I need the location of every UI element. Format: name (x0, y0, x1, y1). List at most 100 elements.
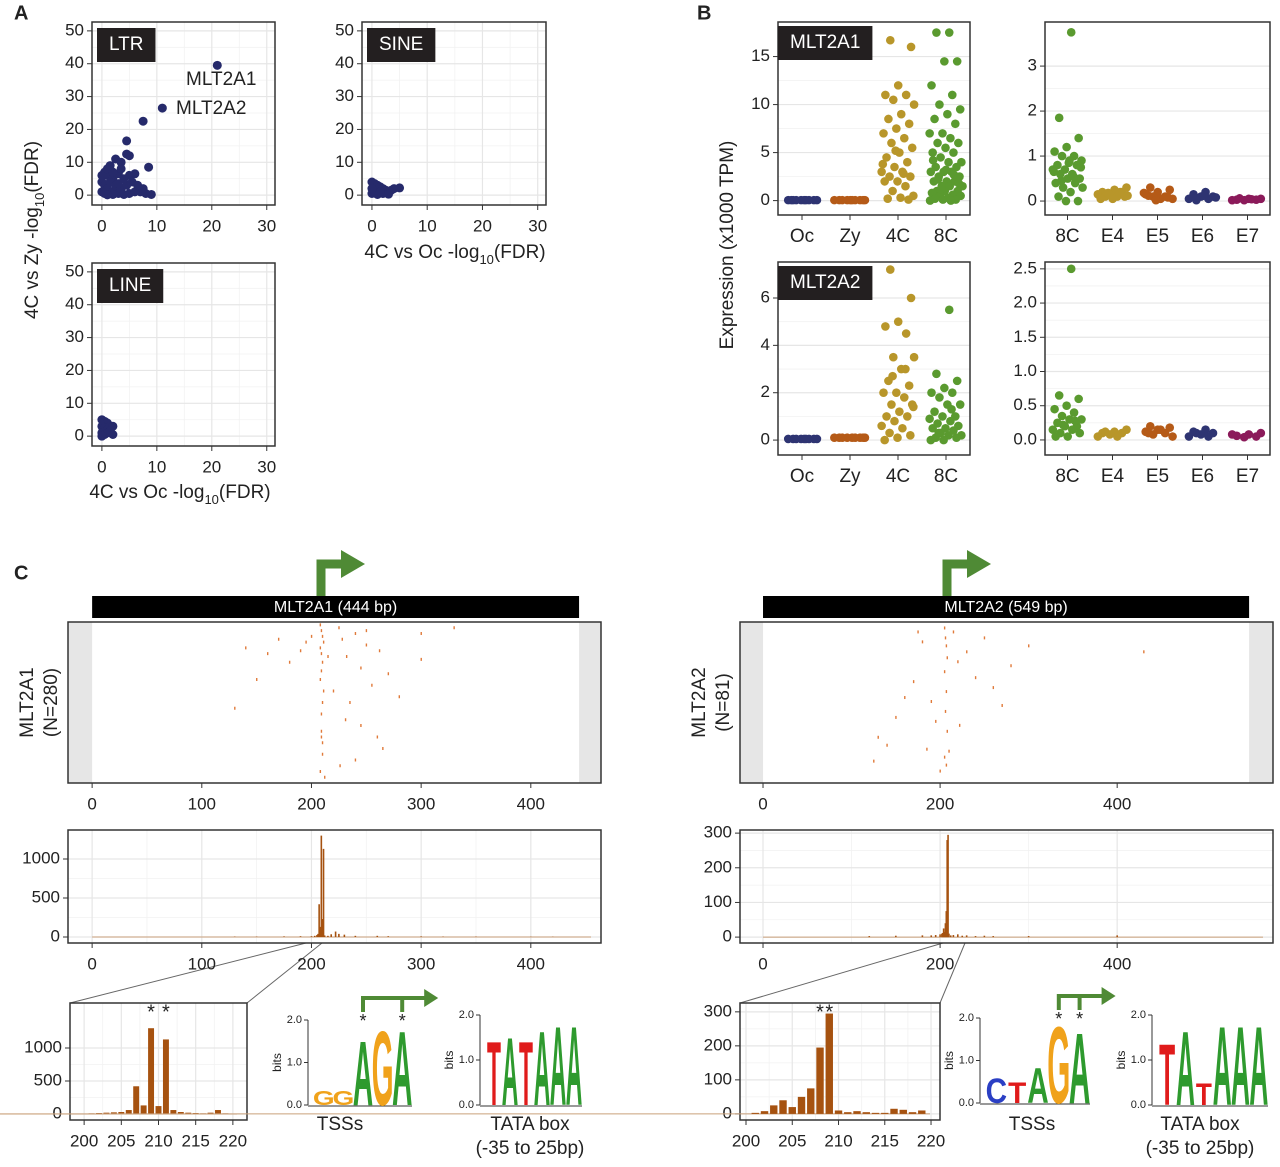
point (1163, 193, 1173, 202)
bar (844, 1112, 852, 1114)
tss-arrow (1056, 994, 1104, 1010)
logo-letter: A (1069, 1012, 1090, 1125)
y-tick-label: 4 (761, 335, 770, 354)
point (1199, 191, 1209, 200)
strip-label: MLT2A1 (790, 32, 860, 53)
point (941, 165, 951, 175)
bar (320, 835, 323, 937)
point (830, 195, 839, 205)
point (1113, 432, 1122, 441)
point (946, 133, 955, 143)
logo-letter: T (1008, 1077, 1026, 1110)
point (367, 184, 377, 194)
point (947, 90, 957, 100)
point (909, 402, 918, 412)
x-tick-label: 300 (407, 794, 435, 813)
point (1168, 432, 1177, 441)
point (879, 388, 888, 398)
point (1151, 195, 1161, 205)
point (930, 407, 939, 416)
point (932, 28, 941, 37)
tss-read (944, 636, 947, 640)
point (97, 431, 107, 441)
tss-read (420, 632, 422, 635)
y-axis-label: bits (442, 1051, 456, 1070)
x-tick-label: Zy (839, 226, 861, 247)
y-tick-label: 1.0 (959, 1054, 974, 1066)
y-axis-label: MLT2A2 (689, 667, 710, 737)
bar (133, 1086, 140, 1114)
point (890, 162, 899, 172)
point (926, 435, 936, 445)
x-tick-label: 200 (732, 1131, 760, 1150)
x-tick-label: 0 (367, 216, 376, 235)
point (949, 170, 959, 179)
y-tick-label: 20 (335, 119, 354, 138)
point (938, 412, 947, 421)
tss-read (943, 755, 946, 759)
y-tick-label: 100 (704, 1069, 732, 1088)
label-part: (FDR) (219, 482, 271, 503)
x-tick-label: 200 (926, 794, 954, 813)
point (891, 146, 900, 155)
tss-read (324, 775, 326, 779)
tss-read (322, 689, 325, 693)
y-tick-label: 100 (704, 892, 732, 911)
tss-arrowhead (341, 550, 365, 578)
logo-letter: T (487, 1024, 501, 1125)
bar (323, 935, 326, 937)
point (1093, 432, 1103, 441)
point (888, 186, 897, 196)
bar (310, 936, 313, 937)
tss-read (338, 626, 340, 630)
point (1211, 193, 1221, 202)
y-tick-label: 0 (75, 185, 84, 204)
point (895, 407, 904, 416)
bar (162, 1039, 169, 1114)
point (927, 81, 936, 90)
x-tick-label: Oc (790, 466, 814, 487)
point (941, 143, 950, 153)
point (1070, 416, 1080, 426)
point (212, 60, 222, 70)
y-tick-label: 20 (65, 119, 84, 138)
x-tick-label: 30 (528, 216, 547, 235)
tss-read (952, 630, 955, 634)
x-tick-label: 205 (107, 1131, 135, 1150)
y-tick-label: 1.0 (1013, 361, 1037, 380)
point (830, 433, 839, 443)
label-subscript: 10 (479, 252, 493, 267)
point (384, 189, 394, 199)
bar (330, 934, 333, 937)
element-bar (92, 596, 580, 618)
tss-read (344, 718, 347, 722)
point (928, 423, 937, 433)
x-tick-label: E7 (1236, 466, 1259, 487)
point (130, 169, 140, 179)
element-bar (763, 596, 1250, 618)
point (1066, 28, 1076, 37)
point (1066, 187, 1075, 197)
point (1058, 420, 1068, 430)
point (1235, 194, 1244, 203)
x-axis-label: (-35 to 25bp) (1146, 1138, 1255, 1159)
tss-read (349, 701, 351, 704)
tss-read (320, 652, 323, 656)
bar (949, 935, 952, 938)
point (896, 109, 906, 119)
point (944, 157, 953, 167)
logo-letter: G (1047, 1005, 1070, 1126)
x-tick-label: 100 (188, 794, 216, 813)
plot-frame (739, 1002, 941, 1121)
label-part: (FDR) (22, 141, 43, 193)
tss-read (332, 689, 335, 693)
bar (941, 932, 944, 938)
point (1062, 142, 1071, 152)
x-tick-label: 20 (202, 216, 221, 235)
tss-read (945, 690, 948, 694)
y-tick-label: 0 (345, 185, 354, 204)
strip-box (778, 266, 873, 300)
bar (1027, 936, 1030, 938)
y-tick-label: 0 (761, 190, 770, 209)
tss-read (992, 686, 995, 690)
